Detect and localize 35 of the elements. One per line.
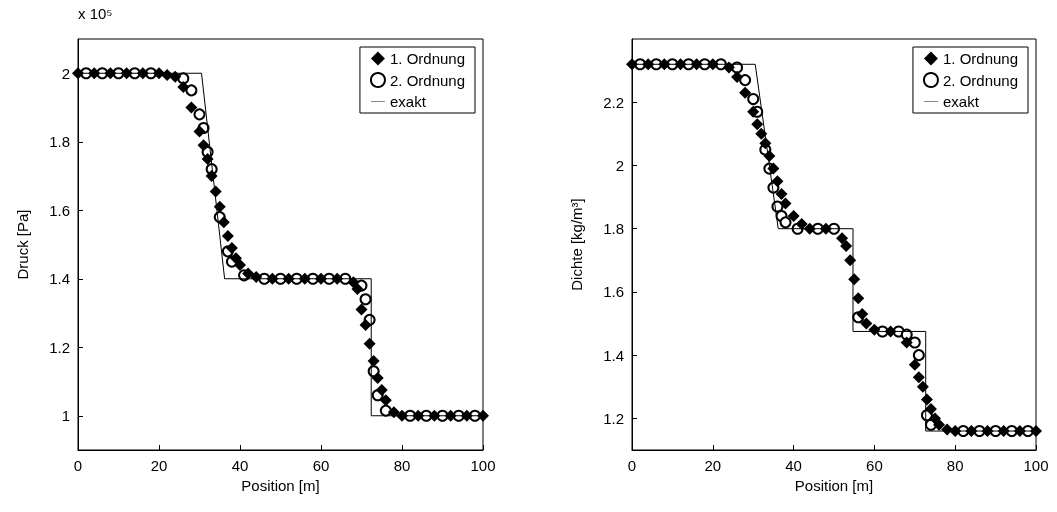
legend-label: exakt [942, 93, 980, 110]
y-tick-label: 2.2 [603, 93, 624, 111]
x-tick-label: 60 [312, 457, 330, 474]
legend-label: 1. Ordnung [942, 50, 1019, 67]
y-tick-label: 2 [615, 156, 624, 174]
x-tick-label: 100 [470, 457, 496, 474]
x-axis-title: Position [m] [241, 476, 320, 494]
x-tick-label: 40 [785, 457, 802, 474]
x-tick-label: 20 [704, 457, 722, 474]
y-tick-label: 1.2 [603, 409, 624, 427]
legend-label: 2. Ordnung [942, 71, 1019, 89]
x-tick-label: 40 [231, 457, 249, 474]
legend-label: 1. Ordnung [389, 50, 466, 67]
legend-label: 2. Ordnung [389, 71, 466, 89]
y-axis-title: Druck [Pa] [14, 209, 31, 280]
x-tick-label: 0 [73, 457, 83, 474]
y-tick-label: 1.4 [49, 270, 70, 288]
x-tick-label: 0 [627, 457, 637, 474]
y-tick-label: 1.2 [49, 338, 70, 356]
y-tick-label: 2 [61, 64, 70, 82]
y-tick-label: 1.4 [603, 346, 624, 364]
y-tick-label: 1.6 [603, 283, 624, 301]
x-tick-label: 80 [946, 457, 964, 474]
legend-label: exakt [389, 93, 427, 110]
x-tick-label: 80 [393, 457, 411, 474]
y-tick-label: 1.8 [603, 220, 624, 238]
x-tick-label: 60 [866, 457, 883, 474]
x-tick-label: 100 [1023, 457, 1049, 474]
y-tick-label: 1.8 [49, 133, 70, 151]
x-axis-title: Position [m] [794, 476, 874, 494]
y-tick-label: 1.6 [49, 201, 70, 219]
y-tick-label: 1 [61, 407, 70, 425]
text: x 10⁵ [78, 5, 113, 22]
x-tick-label: 20 [150, 457, 168, 474]
y-axis-title: Dichte [kg/m³] [568, 198, 585, 291]
